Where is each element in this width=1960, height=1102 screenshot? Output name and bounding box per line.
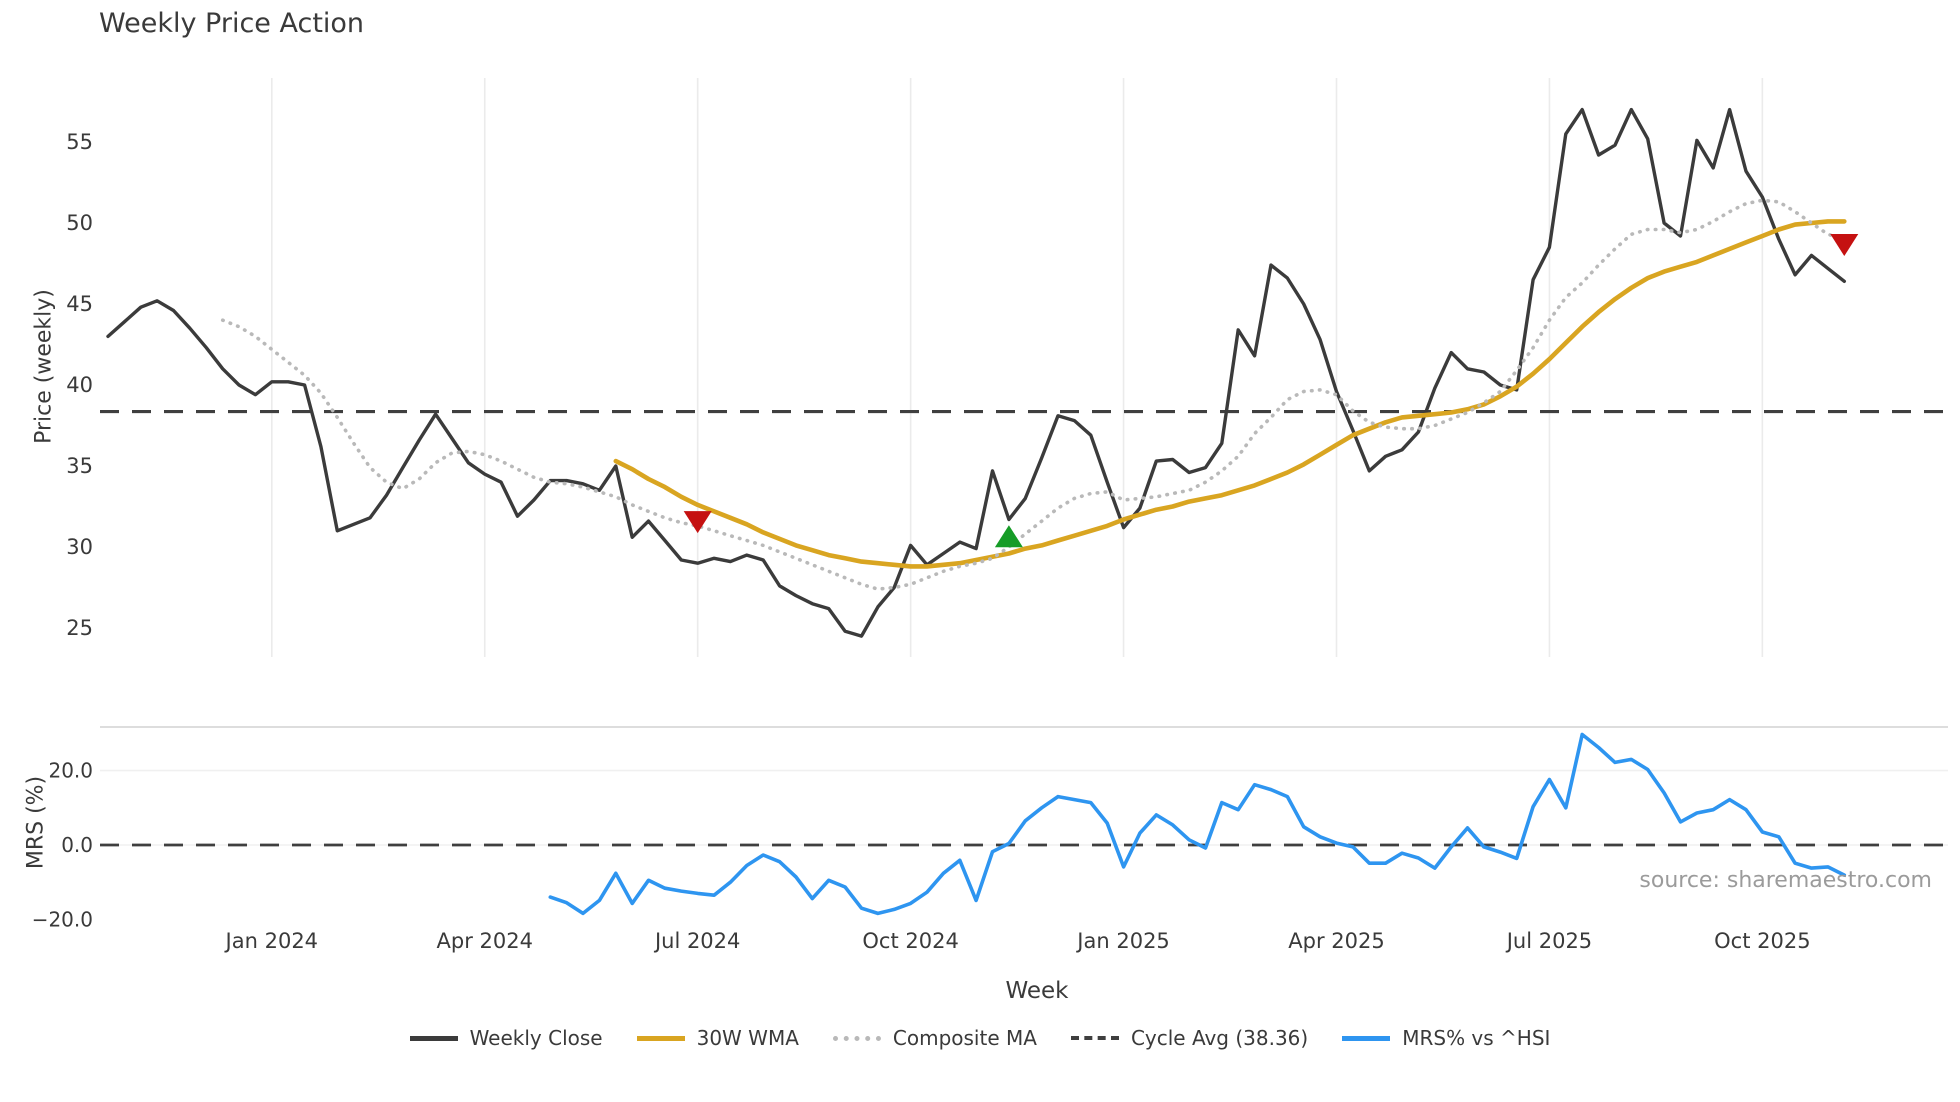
source-watermark: source: sharemaestro.com [1639,868,1932,893]
x-tick-label: Apr 2025 [1288,929,1384,953]
legend-item: Composite MA [832,1026,1037,1050]
legend-swatch-solid-line-icon [636,1035,685,1041]
price-y-tick-label: 55 [66,130,93,154]
x-tick-label: Jul 2025 [1505,929,1592,953]
legend-swatch-dotted-line-icon [832,1035,881,1041]
x-tick-label: Apr 2024 [437,929,533,953]
weekly-close-line [106,107,1847,638]
legend-item-label: 30W WMA [696,1026,799,1050]
legend-item-label: Cycle Avg (38.36) [1130,1026,1309,1050]
legend-item-label: Weekly Close [469,1026,603,1050]
mrs-vs-hsi-line [548,732,1847,916]
legend-item: Cycle Avg (38.36) [1070,1026,1309,1050]
price-y-tick-label: 25 [66,616,93,640]
triangle-up-marker [994,525,1023,548]
mrs-y-tick-labels: 20.0 0.0 −20.0 [32,759,93,932]
mrs-axis-label: MRS (%) [23,775,49,870]
price-y-tick-label: 40 [66,373,93,397]
price-axis-label: Price (weekly) [31,289,57,444]
30w-wma-line [613,219,1847,569]
legend-swatch-dashed-line-icon [1070,1036,1119,1040]
price-y-tick-label: 45 [66,292,93,316]
price-y-tick-label: 35 [66,454,93,478]
signal-markers [683,234,1859,548]
legend-item-label: MRS% vs ^HSI [1402,1026,1551,1050]
vertical-gridlines [270,78,1764,657]
x-tick-label: Oct 2024 [862,929,958,953]
x-tick-label: Jan 2025 [1075,929,1170,953]
legend-swatch-solid-line-icon [409,1035,458,1041]
price-y-tick-label: 30 [66,535,93,559]
mrs-panel-border [100,726,1948,846]
legend: Weekly Close 30W WMA Composite MA Cycle Avg… [0,1026,1960,1050]
mrs-y-tick-label: 20.0 [48,759,93,783]
legend-item: Weekly Close [409,1026,603,1050]
price-y-tick-label: 50 [66,211,93,235]
legend-item: 30W WMA [636,1026,799,1050]
x-tick-label: Jan 2024 [224,929,319,953]
mrs-y-tick-label: 0.0 [61,833,93,857]
mrs-y-tick-label: −20.0 [32,907,93,931]
legend-item-label: Composite MA [892,1026,1037,1050]
x-tick-label: Jul 2024 [653,929,740,953]
triangle-down-marker [683,511,712,534]
data-series-lines [106,107,1847,916]
x-axis-label: Week [1005,978,1069,1004]
legend-item: MRS% vs ^HSI [1342,1026,1550,1050]
triangle-down-marker [1830,234,1859,257]
legend-swatch-solid-line-icon [1342,1035,1391,1041]
x-tick-labels: Jan 2024 Apr 2024 Jul 2024 Oct 2024 Jan 2025… [224,929,1811,953]
x-tick-label: Oct 2025 [1714,929,1810,953]
price-y-tick-labels: 55 50 45 40 35 30 25 [66,130,93,640]
chart-title: Weekly Price Action [99,8,365,39]
composite-ma-line [220,198,1847,591]
